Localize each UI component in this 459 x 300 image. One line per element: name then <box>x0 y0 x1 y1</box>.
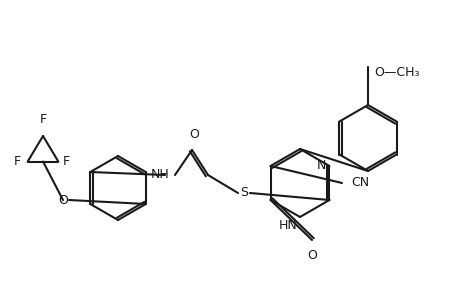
Text: O: O <box>189 128 198 141</box>
Text: CN: CN <box>350 176 368 190</box>
Text: N: N <box>316 158 326 172</box>
Text: O: O <box>307 249 316 262</box>
Text: NH: NH <box>151 169 170 182</box>
Text: S: S <box>240 187 247 200</box>
Text: F: F <box>62 155 69 168</box>
Text: HN: HN <box>279 219 297 232</box>
Text: F: F <box>14 155 21 168</box>
Text: O—CH₃: O—CH₃ <box>373 65 419 79</box>
Text: F: F <box>39 113 46 126</box>
Text: O: O <box>58 194 68 206</box>
